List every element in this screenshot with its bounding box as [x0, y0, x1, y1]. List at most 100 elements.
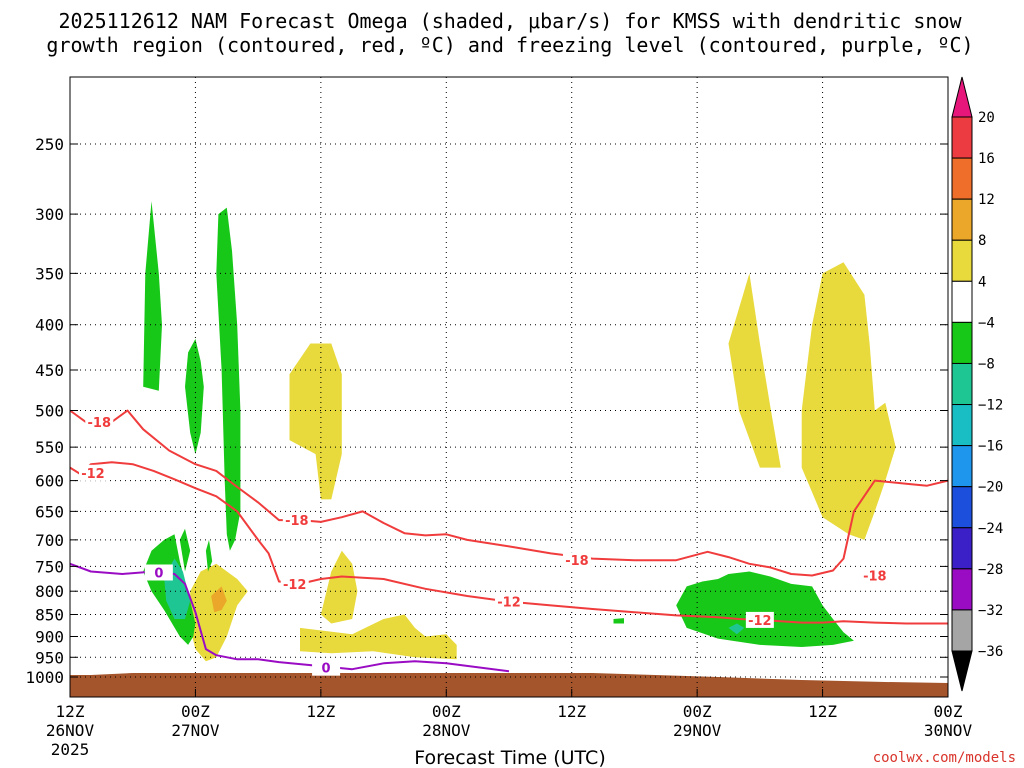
contour-label-0-0: -18: [88, 416, 112, 431]
colorbar-swatch-5: [951, 321, 973, 364]
omega-region-8: [185, 338, 204, 455]
colorbar-label-11: −28: [978, 562, 1003, 578]
y-tick-label-850: 850: [35, 606, 64, 625]
contour-label-0-2: -18: [565, 554, 589, 569]
colorbar-swatch-0: [951, 116, 973, 159]
plot-frame: [69, 76, 949, 698]
x-tick-label-0-0: 12Z: [56, 702, 85, 721]
omega-region-15: [728, 623, 745, 635]
x-tick-label-0-2: 2025: [51, 740, 90, 759]
contour-label-bg: [85, 413, 114, 430]
y-tick-label-300: 300: [35, 205, 64, 224]
omega-region-9: [216, 207, 241, 551]
colorbar-swatch-3: [951, 239, 973, 282]
y-tick-label-250: 250: [35, 135, 64, 154]
colorbar-bottom-arrow: [951, 650, 973, 692]
contour-label-bg: [282, 512, 311, 529]
omega-region-3: [190, 563, 248, 662]
contour-label-0-3: -18: [863, 570, 887, 585]
omega-region-6: [211, 586, 227, 613]
contour-label-1-1: -12: [283, 578, 307, 593]
contour-label-1-3: -12: [748, 614, 772, 629]
y-tick-label-750: 750: [35, 557, 64, 576]
axes-layer: 250 300 350 400 450 500 550 600 650 700 750 800 850 9…: [25, 76, 973, 759]
contour-label-bg: [144, 564, 173, 581]
colorbar-swatch-8: [951, 445, 973, 488]
omega-region-7: [143, 201, 162, 391]
contour-label-0-1: -18: [285, 514, 309, 529]
y-tick-label-350: 350: [35, 264, 64, 283]
x-tick-label-60-0: 00Z: [683, 702, 712, 721]
chart-title-line-2: growth region (contoured, red, ºC) and f…: [46, 33, 973, 57]
x-axis-label: Forecast Time (UTC): [414, 747, 605, 768]
omega-shading-layer: [143, 201, 896, 662]
contour-layer: -18 -18 -18 -18 -12 -12 -12 -12 0 0: [69, 409, 949, 677]
chart-title-line-1: 2025112612 NAM Forecast Omega (shaded, μ…: [58, 9, 962, 33]
colorbar-label-5: −4: [978, 315, 995, 331]
colorbar-swatch-1: [951, 157, 973, 200]
contour-label-1-2: -12: [497, 596, 521, 611]
contour-label-bg: [562, 552, 591, 569]
contour-line-0: [69, 409, 949, 577]
y-tick-label-900: 900: [35, 627, 64, 646]
y-tick-label-800: 800: [35, 582, 64, 601]
x-tick-label-72-0: 12Z: [808, 702, 837, 721]
colorbar-label-4: 4: [978, 274, 986, 290]
colorbar: 20 16 12 8 4 −4 −8 −12 −16 −20 −24 −28 −32 −36: [951, 76, 1003, 692]
contour-label-1-0: -12: [81, 467, 105, 482]
colorbar-swatch-11: [951, 568, 973, 611]
x-tick-label-36-0: 00Z: [432, 702, 461, 721]
omega-region-11: [179, 528, 191, 572]
y-tick-label-1000: 1000: [25, 668, 64, 687]
colorbar-swatch-12: [951, 609, 973, 652]
omega-region-0: [289, 343, 342, 500]
colorbar-label-8: −16: [978, 439, 1003, 455]
colorbar-label-3: 8: [978, 233, 986, 249]
contour-label-bg: [312, 659, 341, 676]
colorbar-top-arrow: [951, 76, 973, 118]
colorbar-swatch-7: [951, 404, 973, 447]
y-tick-label-400: 400: [35, 316, 64, 335]
y-tick-label-700: 700: [35, 531, 64, 550]
x-tick-label-84-1: 30NOV: [924, 721, 973, 740]
colorbar-label-13: −36: [978, 644, 1003, 660]
omega-region-2: [801, 262, 896, 540]
terrain-fill: [70, 673, 948, 697]
omega-region-14: [676, 571, 854, 647]
colorbar-swatch-10: [951, 527, 973, 570]
site-credit: coolwx.com/models: [873, 750, 1016, 766]
x-tick-label-84-0: 00Z: [934, 702, 963, 721]
contour-line-1: [69, 461, 948, 625]
contour-label-bg: [745, 611, 774, 628]
colorbar-label-6: −8: [978, 356, 995, 372]
colorbar-label-1: 16: [978, 151, 995, 167]
omega-region-12: [205, 539, 213, 572]
x-tick-label-36-1: 28NOV: [422, 721, 471, 740]
omega-region-4: [320, 550, 358, 624]
colorbar-label-10: −24: [978, 521, 1003, 537]
contour-label-bg: [860, 567, 889, 584]
omega-region-1: [728, 273, 781, 468]
x-tick-label-60-1: 29NOV: [673, 721, 722, 740]
y-tick-label-550: 550: [35, 438, 64, 457]
x-tick-label-48-0: 12Z: [557, 702, 586, 721]
contour-label-bg: [78, 464, 107, 481]
contour-label-2-0: 0: [154, 566, 163, 581]
y-tick-label-500: 500: [35, 402, 64, 421]
omega-region-16: [613, 618, 624, 624]
omega-region-5: [300, 614, 457, 660]
colorbar-swatch-2: [951, 198, 973, 241]
y-tick-label-950: 950: [35, 648, 64, 667]
colorbar-label-12: −32: [978, 603, 1003, 619]
colorbar-label-7: −12: [978, 398, 1003, 414]
terrain-layer: [70, 673, 948, 697]
colorbar-label-2: 12: [978, 192, 995, 208]
y-tick-label-600: 600: [35, 472, 64, 491]
x-tick-label-0-1: 26NOV: [46, 721, 95, 740]
y-tick-label-650: 650: [35, 502, 64, 521]
colorbar-swatch-9: [951, 486, 973, 529]
contour-label-2-1: 0: [322, 662, 331, 677]
colorbar-label-9: −20: [978, 480, 1003, 496]
x-tick-label-24-0: 12Z: [306, 702, 335, 721]
colorbar-swatch-6: [951, 362, 973, 406]
